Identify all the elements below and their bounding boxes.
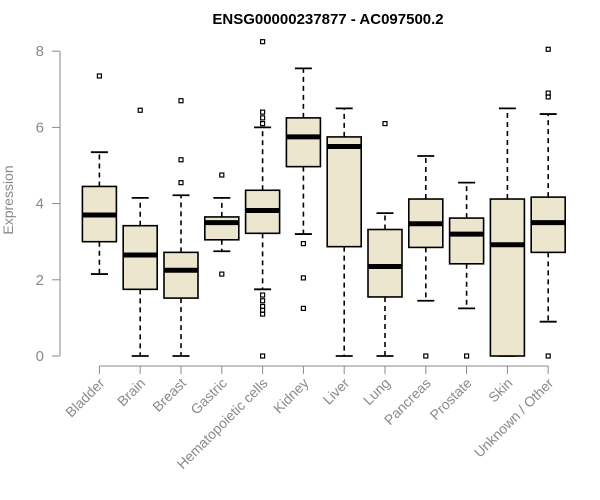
x-tick-label: Bladder bbox=[62, 375, 108, 421]
outlier-point bbox=[219, 271, 225, 277]
plot-area bbox=[81, 39, 567, 359]
outlier-point bbox=[260, 109, 266, 115]
box-group bbox=[285, 67, 322, 311]
box-group bbox=[163, 98, 199, 357]
outlier-point bbox=[260, 303, 266, 310]
outlier-point bbox=[178, 157, 184, 163]
box bbox=[489, 198, 526, 357]
outlier-point bbox=[260, 298, 266, 304]
x-tick-label: Breast bbox=[149, 375, 189, 415]
outlier-point bbox=[219, 172, 225, 178]
box-group bbox=[204, 172, 240, 277]
outlier-point bbox=[96, 73, 103, 79]
y-axis: 0 2 4 6 8 bbox=[36, 43, 61, 365]
box bbox=[448, 217, 485, 265]
outlier-point bbox=[423, 353, 429, 359]
x-tick-label: Liver bbox=[320, 375, 353, 408]
outlier-point bbox=[545, 353, 551, 359]
y-tick-label: 4 bbox=[36, 196, 44, 213]
outlier-point bbox=[178, 98, 184, 104]
y-axis-label: Expression bbox=[0, 165, 16, 234]
outlier-point bbox=[300, 241, 306, 247]
x-tick-label: Kidney bbox=[270, 375, 312, 417]
outlier-point bbox=[260, 39, 266, 45]
outlier-point bbox=[300, 275, 306, 281]
outlier-point bbox=[260, 115, 266, 121]
box-group bbox=[489, 107, 526, 357]
box-group bbox=[407, 155, 444, 359]
outlier-point bbox=[260, 292, 266, 298]
box bbox=[326, 136, 363, 248]
x-tick-label: Prostate bbox=[427, 375, 475, 423]
outlier-point bbox=[464, 353, 470, 359]
box-group bbox=[81, 73, 118, 275]
box-group bbox=[448, 181, 485, 359]
outlier-point bbox=[545, 90, 551, 96]
box-group bbox=[530, 46, 567, 359]
y-tick-label: 6 bbox=[36, 119, 44, 136]
box bbox=[163, 251, 199, 299]
box-group bbox=[326, 107, 363, 357]
outlier-point bbox=[382, 120, 388, 127]
chart-title: ENSG00000237877 - AC097500.2 bbox=[212, 11, 443, 28]
y-tick-label: 0 bbox=[36, 348, 44, 365]
x-tick-label: Lung bbox=[360, 375, 393, 408]
y-tick-label: 2 bbox=[36, 272, 44, 289]
outlier-point bbox=[300, 305, 306, 311]
box-group bbox=[244, 39, 281, 359]
outlier-point bbox=[178, 180, 184, 186]
outlier-point bbox=[545, 46, 551, 52]
box-group bbox=[367, 120, 403, 357]
box bbox=[367, 228, 403, 298]
outlier-point bbox=[260, 353, 266, 359]
x-tick-label: Brain bbox=[114, 375, 148, 409]
box bbox=[285, 117, 322, 168]
y-tick-label: 8 bbox=[36, 43, 44, 60]
outlier-point bbox=[137, 107, 143, 113]
x-tick-label: Skin bbox=[485, 375, 516, 406]
outlier-point bbox=[260, 120, 266, 127]
box-group bbox=[122, 107, 158, 357]
